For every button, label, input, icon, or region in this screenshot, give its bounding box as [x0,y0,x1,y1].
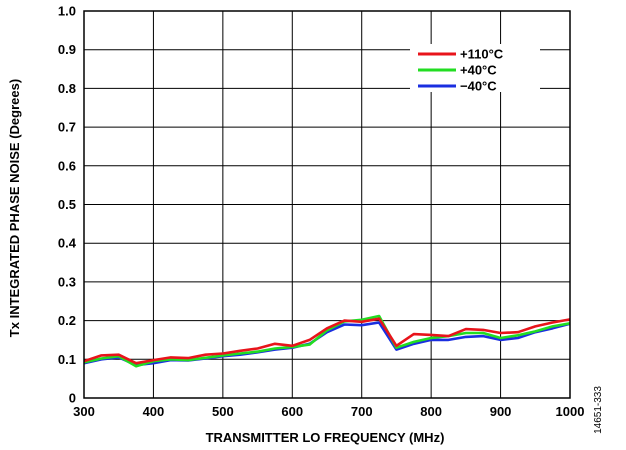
series-line-0 [83,317,571,365]
x-tick-label: 800 [420,404,442,419]
x-tick-label: 600 [281,404,303,419]
y-tick-label: 0.9 [58,42,76,57]
y-tick-label: 0.2 [58,313,76,328]
x-tick-labels: 300 400 500 600 700 800 900 1000 [73,404,584,419]
x-axis-title: TRANSMITTER LO FREQUENCY (MHz) [206,430,445,445]
x-tick-label: 400 [143,404,165,419]
y-tick-label: 0.1 [58,352,76,367]
y-tick-label: 1.0 [58,4,76,19]
y-axis-title: Tx INTEGRATED PHASE NOISE (Degrees) [7,79,22,337]
figure-id: 14651-333 [593,386,604,434]
series-line-1 [83,314,571,368]
x-tick-label: 300 [73,404,95,419]
legend: +110°C+40°C−40°C [410,44,540,94]
legend-label-2: −40°C [460,79,497,94]
x-tick-label: 1000 [556,404,585,419]
y-tick-label: 0.4 [58,236,77,251]
x-tick-label: 500 [212,404,234,419]
legend-label-1: +40°C [460,63,497,78]
x-tick-label: 900 [490,404,512,419]
legend-box [410,44,540,92]
x-tick-label: 700 [351,404,373,419]
y-tick-label: 0.3 [58,274,76,289]
y-tick-label: 0.8 [58,81,76,96]
y-tick-labels: 0 0.1 0.2 0.3 0.4 0.5 0.6 0.7 0.8 0.9 1.0 [58,4,77,406]
y-tick-label: 0.5 [58,197,76,212]
legend-label-0: +110°C [460,47,504,62]
y-tick-label: 0.6 [58,158,76,173]
series-group [83,314,571,368]
y-tick-label: 0.7 [58,120,76,135]
y-tick-label: 0 [69,391,76,406]
plot-frame [83,10,571,399]
